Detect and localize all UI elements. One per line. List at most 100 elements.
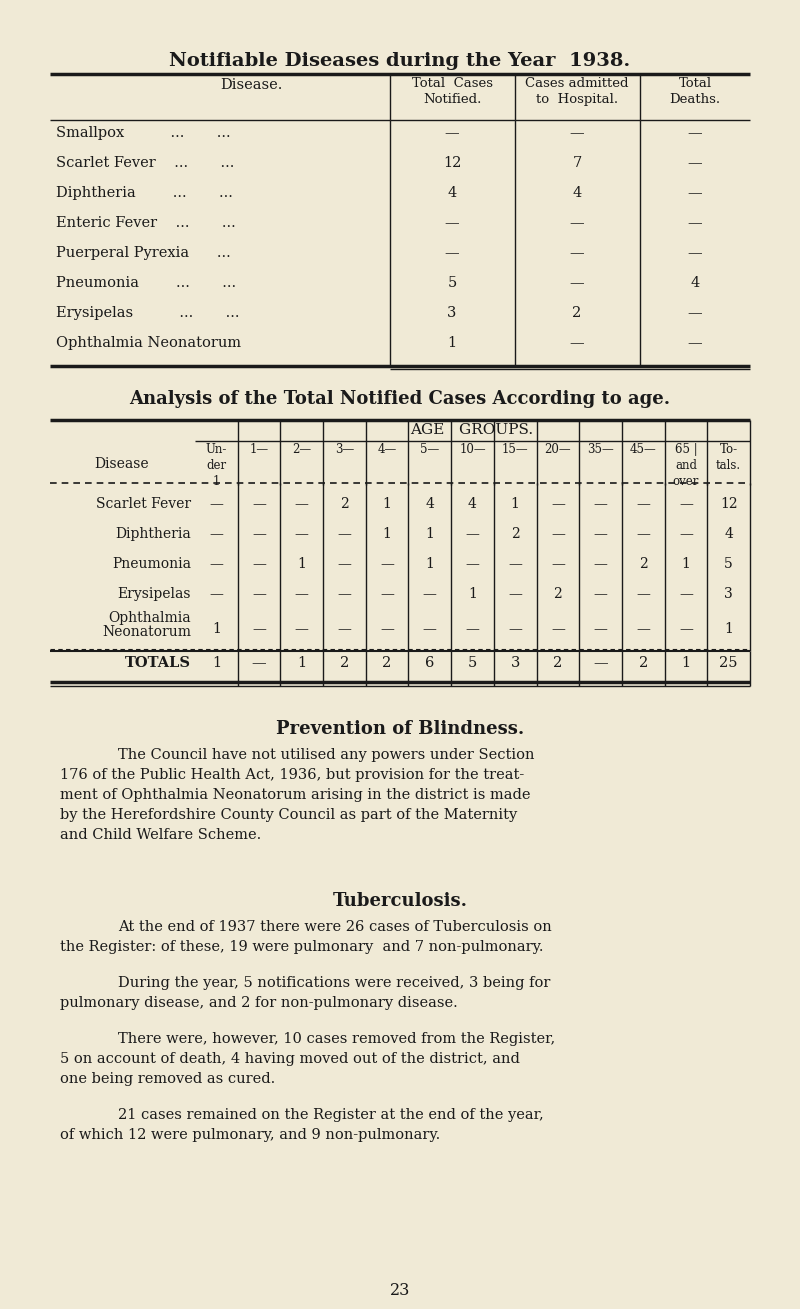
Text: 1: 1 [682,558,690,571]
Text: —: — [594,558,607,571]
Text: 1: 1 [212,622,221,636]
Text: 5: 5 [447,276,457,291]
Text: During the year, 5 notifications were received, 3 being for: During the year, 5 notifications were re… [118,977,550,990]
Text: —: — [570,246,584,260]
Text: —: — [688,336,702,350]
Text: —: — [252,528,266,541]
Text: 35—: 35— [587,442,614,456]
Text: 4—: 4— [378,442,397,456]
Text: Diphtheria: Diphtheria [115,528,191,541]
Text: —: — [679,586,693,601]
Text: 1: 1 [468,586,477,601]
Text: —: — [551,622,565,636]
Text: of which 12 were pulmonary, and 9 non-pulmonary.: of which 12 were pulmonary, and 9 non-pu… [60,1128,440,1141]
Text: 2: 2 [554,586,562,601]
Text: —: — [688,126,702,140]
Text: —: — [380,558,394,571]
Text: 1: 1 [682,656,690,670]
Text: 3: 3 [724,586,733,601]
Text: 6: 6 [425,656,434,670]
Text: Smallpox          ...       ...: Smallpox ... ... [56,126,230,140]
Text: —: — [445,216,459,230]
Text: 1: 1 [212,656,221,670]
Text: Scarlet Fever: Scarlet Fever [96,497,191,511]
Text: —: — [679,622,693,636]
Text: 15—: 15— [502,442,529,456]
Text: —: — [252,497,266,511]
Text: —: — [594,622,607,636]
Text: 2: 2 [340,656,349,670]
Text: Disease: Disease [94,457,150,471]
Text: pulmonary disease, and 2 for non-pulmonary disease.: pulmonary disease, and 2 for non-pulmona… [60,996,458,1011]
Text: Ophthalmia: Ophthalmia [108,611,191,624]
Text: 1: 1 [382,528,391,541]
Text: 2: 2 [572,306,582,319]
Text: 1: 1 [297,656,306,670]
Text: —: — [338,558,351,571]
Text: —: — [679,528,693,541]
Text: one being removed as cured.: one being removed as cured. [60,1072,275,1086]
Text: Prevention of Blindness.: Prevention of Blindness. [276,720,524,738]
Text: 20—: 20— [545,442,571,456]
Text: At the end of 1937 there were 26 cases of Tuberculosis on: At the end of 1937 there were 26 cases o… [118,920,552,935]
Text: 5—: 5— [420,442,439,456]
Text: —: — [570,126,584,140]
Text: 23: 23 [390,1282,410,1299]
Text: —: — [636,622,650,636]
Text: Erysipelas: Erysipelas [118,586,191,601]
Text: —: — [688,186,702,200]
Text: —: — [551,497,565,511]
Text: —: — [570,336,584,350]
Text: —: — [338,586,351,601]
Text: —: — [210,558,223,571]
Text: 4: 4 [572,186,582,200]
Text: Notifiable Diseases during the Year  1938.: Notifiable Diseases during the Year 1938… [170,52,630,69]
Text: —: — [688,306,702,319]
Text: —: — [508,586,522,601]
Text: 3—: 3— [334,442,354,456]
Text: —: — [466,528,479,541]
Text: Analysis of the Total Notified Cases According to age.: Analysis of the Total Notified Cases Acc… [130,390,670,408]
Text: —: — [210,497,223,511]
Text: 1: 1 [382,497,391,511]
Text: AGE   GROUPS.: AGE GROUPS. [410,423,534,437]
Text: 3: 3 [510,656,520,670]
Text: 1—: 1— [250,442,269,456]
Text: Erysipelas          ...       ...: Erysipelas ... ... [56,306,239,319]
Text: 4: 4 [690,276,700,291]
Text: 1: 1 [426,558,434,571]
Text: Neonatorum: Neonatorum [102,624,191,639]
Text: —: — [294,497,309,511]
Text: 10—: 10— [459,442,486,456]
Text: 2: 2 [639,558,648,571]
Text: —: — [688,246,702,260]
Text: —: — [594,497,607,511]
Text: 2—: 2— [292,442,311,456]
Text: by the Herefordshire County Council as part of the Maternity: by the Herefordshire County Council as p… [60,808,518,822]
Text: 12: 12 [443,156,461,170]
Text: 5: 5 [468,656,477,670]
Text: 176 of the Public Health Act, 1936, but provision for the treat-: 176 of the Public Health Act, 1936, but … [60,768,524,781]
Text: Cases admitted
to  Hospital.: Cases admitted to Hospital. [526,77,629,106]
Text: —: — [594,586,607,601]
Text: Diphtheria        ...       ...: Diphtheria ... ... [56,186,233,200]
Text: —: — [570,216,584,230]
Text: —: — [380,586,394,601]
Text: 45—: 45— [630,442,657,456]
Text: —: — [294,586,309,601]
Text: Total  Cases
Notified.: Total Cases Notified. [411,77,493,106]
Text: —: — [445,126,459,140]
Text: 1: 1 [426,528,434,541]
Text: —: — [294,528,309,541]
Text: —: — [423,586,437,601]
Text: —: — [551,558,565,571]
Text: —: — [594,528,607,541]
Text: 3: 3 [447,306,457,319]
Text: Ophthalmia Neonatorum: Ophthalmia Neonatorum [56,336,241,350]
Text: —: — [252,586,266,601]
Text: 4: 4 [426,497,434,511]
Text: 2: 2 [554,656,562,670]
Text: Tuberculosis.: Tuberculosis. [333,891,467,910]
Text: 2: 2 [382,656,392,670]
Text: There were, however, 10 cases removed from the Register,: There were, however, 10 cases removed fr… [118,1031,555,1046]
